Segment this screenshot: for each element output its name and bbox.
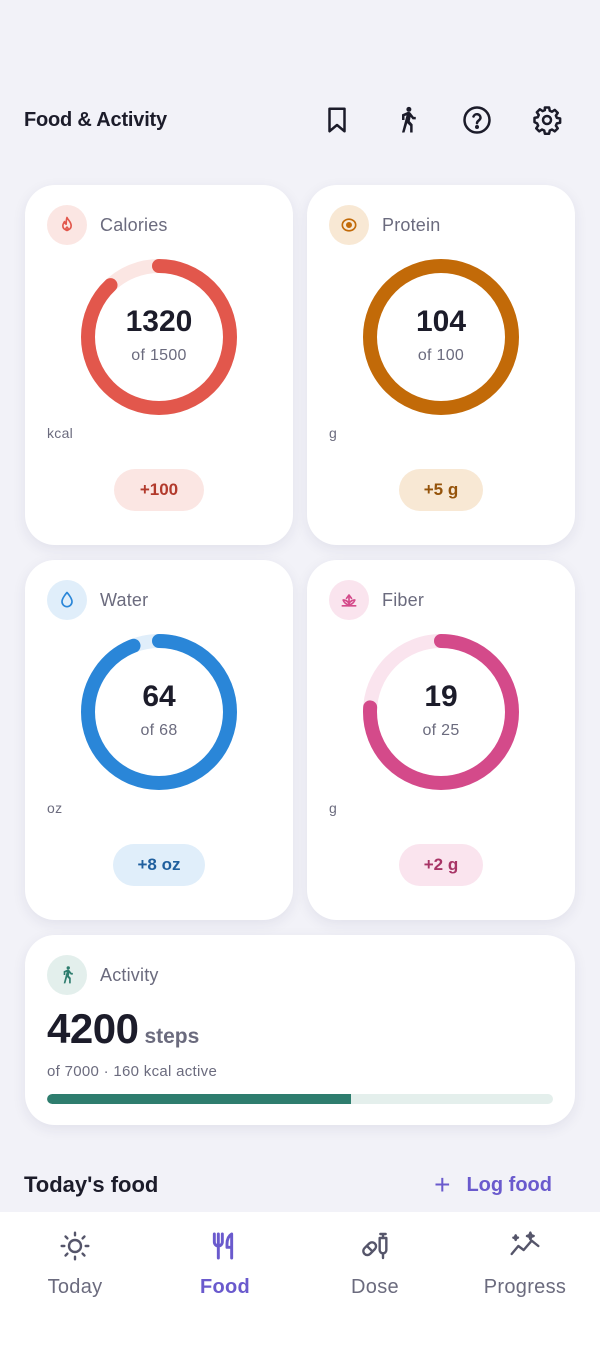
- ring-value: 104: [415, 305, 467, 338]
- ring-target: of 1500: [131, 347, 187, 364]
- steps-value: 4200: [47, 1005, 139, 1052]
- ring-value: 64: [142, 680, 176, 713]
- steps-progress-bar: [47, 1094, 553, 1104]
- page-title: Food & Activity: [24, 108, 167, 131]
- todays-food-header: Today's food + Log food: [24, 1165, 552, 1205]
- bookmark-icon[interactable]: [302, 96, 372, 144]
- unit-label: g: [329, 425, 338, 441]
- flame-icon: [47, 205, 87, 245]
- steps-readout: 4200 steps: [47, 1005, 199, 1053]
- nav-dose[interactable]: Dose: [300, 1212, 450, 1347]
- nav-label: Food: [199, 1276, 251, 1298]
- nav-food[interactable]: Food: [150, 1212, 300, 1347]
- sparkle-chart-icon: [507, 1228, 543, 1264]
- card-label: Water: [100, 589, 149, 610]
- protein-card[interactable]: Protein 104 of 100 g +5 g: [307, 185, 575, 545]
- syringe-pill-icon: [357, 1228, 393, 1264]
- card-header: Water: [47, 580, 148, 620]
- card-label: Protein: [382, 214, 441, 235]
- water-card[interactable]: Water 64 of 68 oz +8 oz: [25, 560, 293, 920]
- progress-ring: 19 of 25: [361, 632, 521, 792]
- nav-today[interactable]: Today: [0, 1212, 150, 1347]
- card-header: Calories: [47, 205, 168, 245]
- log-food-label: Log food: [466, 1173, 552, 1196]
- walking-icon[interactable]: [372, 96, 442, 144]
- nav-label: Today: [47, 1276, 103, 1298]
- quick-add-button[interactable]: +8 oz: [113, 844, 205, 886]
- bottom-nav: Today Food Dose Progress: [0, 1212, 600, 1347]
- quick-add-button[interactable]: +2 g: [399, 844, 483, 886]
- card-label: Fiber: [382, 589, 425, 610]
- log-food-button[interactable]: + Log food: [434, 1165, 552, 1205]
- unit-label: oz: [47, 800, 63, 816]
- fiber-card[interactable]: Fiber 19 of 25 g +2 g: [307, 560, 575, 920]
- ring-target: of 100: [417, 347, 465, 364]
- gear-icon[interactable]: [512, 96, 582, 144]
- plus-icon: +: [434, 1169, 451, 1200]
- drop-icon: [47, 580, 87, 620]
- sprout-icon: [329, 580, 369, 620]
- ring-target: of 68: [140, 722, 178, 739]
- fork-knife-icon: [207, 1228, 243, 1264]
- sun-icon: [57, 1228, 93, 1264]
- help-icon[interactable]: [442, 96, 512, 144]
- quick-add-button[interactable]: +100: [114, 469, 204, 511]
- nav-label: Progress: [483, 1276, 567, 1298]
- egg-icon: [329, 205, 369, 245]
- ring-target: of 25: [422, 722, 460, 739]
- header: Food & Activity: [24, 96, 582, 144]
- progress-ring: 104 of 100: [361, 257, 521, 417]
- ring-value: 1320: [125, 305, 193, 338]
- card-header: Fiber: [329, 580, 424, 620]
- activity-subtitle: of 7000 · 160 kcal active: [47, 1063, 218, 1080]
- section-title: Today's food: [24, 1172, 159, 1197]
- header-actions: [302, 96, 582, 144]
- walking-icon: [47, 955, 87, 995]
- unit-label: g: [329, 800, 338, 816]
- nav-label: Dose: [351, 1276, 399, 1298]
- card-header: Protein: [329, 205, 440, 245]
- calories-card[interactable]: Calories 1320 of 1500 kcal +100: [25, 185, 293, 545]
- card-label: Calories: [100, 214, 168, 235]
- activity-card[interactable]: Activity 4200 steps of 7000 · 160 kcal a…: [25, 935, 575, 1125]
- nav-progress[interactable]: Progress: [450, 1212, 600, 1347]
- card-header: Activity: [47, 955, 159, 995]
- card-label: Activity: [100, 964, 159, 985]
- unit-label: kcal: [47, 425, 74, 441]
- ring-value: 19: [424, 680, 458, 713]
- steps-unit: steps: [144, 1025, 200, 1048]
- progress-ring: 64 of 68: [79, 632, 239, 792]
- steps-progress-fill: [47, 1094, 351, 1104]
- quick-add-button[interactable]: +5 g: [399, 469, 483, 511]
- progress-ring: 1320 of 1500: [79, 257, 239, 417]
